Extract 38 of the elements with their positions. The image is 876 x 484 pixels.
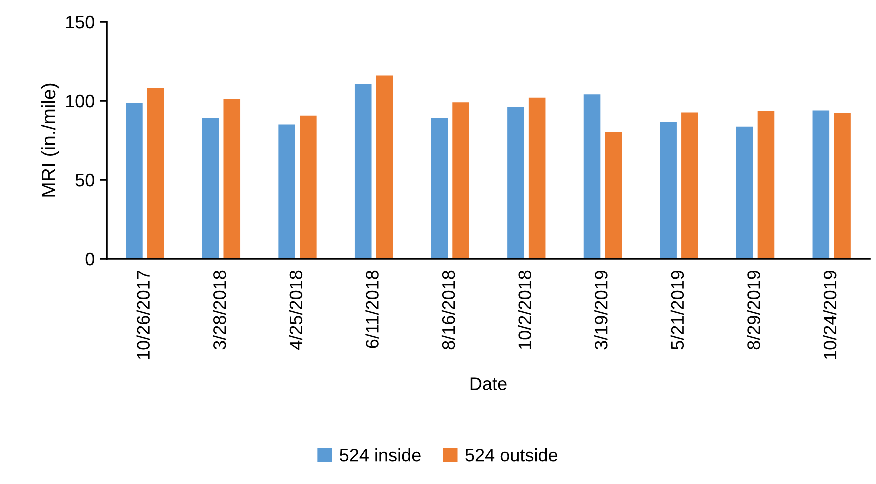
bar [605,132,622,259]
bar [528,98,546,259]
bar [224,99,241,259]
bar [736,126,754,259]
bar [682,112,698,259]
x-tick-label: 10/26/2017 [136,271,150,360]
bar [812,110,830,259]
x-tick-label: 5/21/2019 [670,270,684,350]
bar [147,88,164,259]
legend-label: 524 outside [466,448,558,462]
y-tick-label: 50 [76,174,94,187]
y-axis-title: MRI (in./mile) [41,84,60,197]
bar [300,116,317,259]
bar [758,111,775,259]
x-tick-label: 3/28/2018 [213,270,226,350]
x-tick-label: 8/16/2018 [442,270,456,350]
bar [834,113,851,259]
bar [278,124,296,259]
bar [508,107,524,259]
x-tick-label: 6/11/2018 [366,270,379,348]
x-tick-label: 10/2/2018 [518,270,532,350]
bar [354,84,372,259]
bar [202,118,220,259]
bar [584,94,601,259]
x-tick-label: 4/25/2018 [289,270,303,350]
bar [431,118,448,259]
y-tick-label: 150 [66,16,94,29]
bar [376,76,394,259]
bar [126,103,143,259]
y-tick-label: 0 [86,252,94,266]
y-tick-label: 100 [66,94,94,108]
x-axis-title: Date [470,378,507,390]
x-tick-label: 3/19/2019 [594,270,608,350]
bar [452,102,470,259]
x-tick-label: 10/24/2019 [823,270,837,360]
legend-label: 524 inside [340,448,421,462]
bar [660,122,677,259]
x-tick-label: 8/29/2019 [747,270,760,350]
